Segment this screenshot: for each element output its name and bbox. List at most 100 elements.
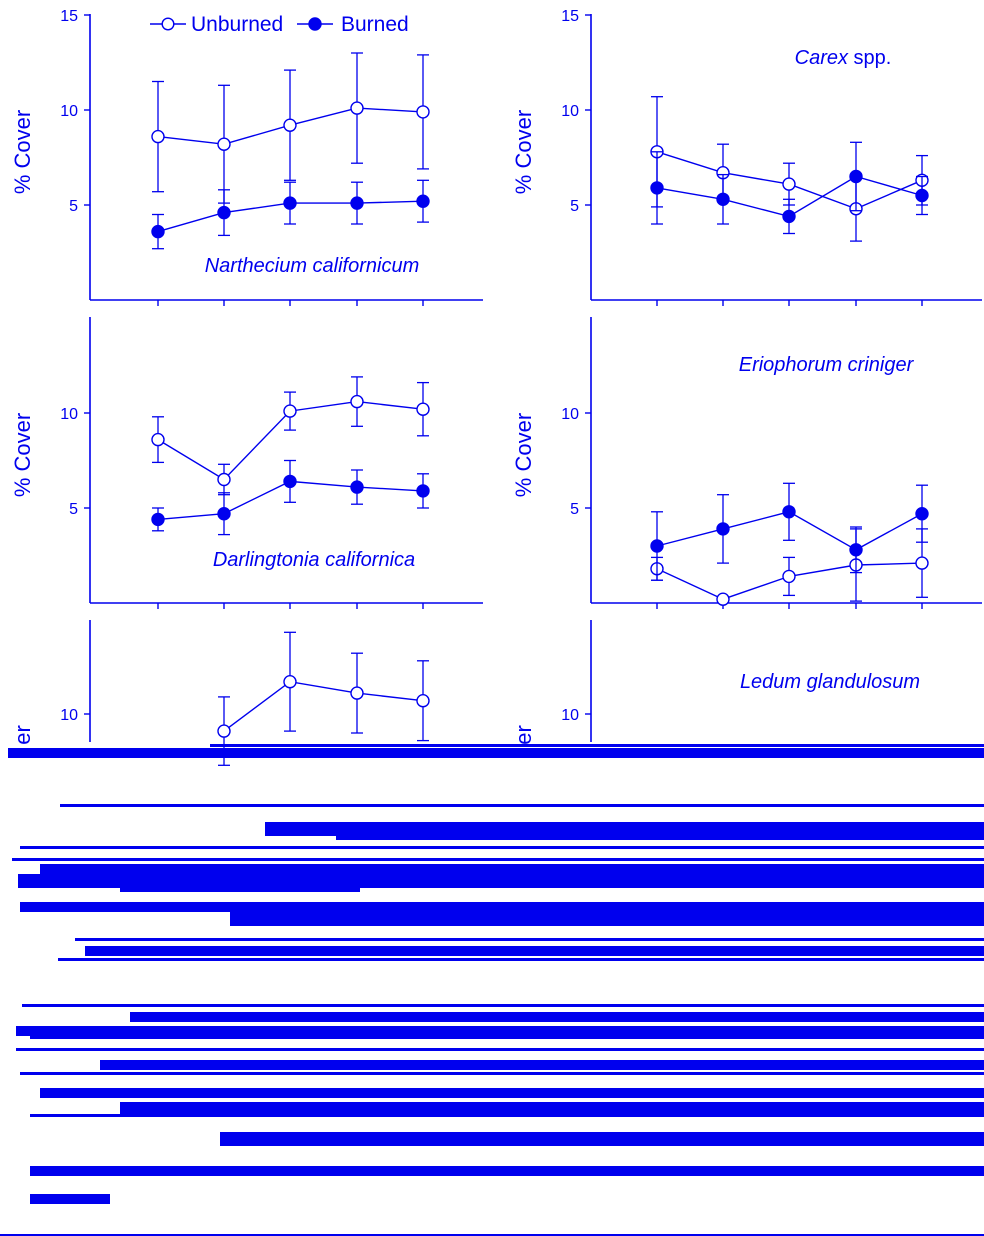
series-burned — [151, 179, 430, 250]
legend: Unburned Burned — [150, 13, 409, 36]
y-axis-label: er — [511, 725, 536, 745]
data-point-burned — [915, 507, 929, 521]
data-point-burned — [151, 512, 165, 527]
data-point-burned — [416, 484, 430, 498]
data-point-unburned — [350, 101, 364, 115]
glitch-stripe — [16, 1048, 984, 1051]
glitch-stripe — [100, 1060, 984, 1070]
data-point-unburned — [416, 402, 430, 416]
data-point-burned — [350, 480, 364, 494]
y-tick-label: 5 — [570, 198, 579, 215]
y-axis-label: % Cover — [10, 110, 35, 194]
data-point-burned — [151, 224, 165, 239]
data-point-unburned — [217, 472, 231, 487]
data-point-unburned — [217, 724, 231, 738]
glitch-stripe — [30, 1166, 984, 1176]
data-point-burned — [716, 522, 730, 536]
legend-unburned-marker — [161, 17, 175, 31]
data-point-burned — [217, 205, 231, 220]
data-point-burned — [716, 192, 730, 207]
series-unburned — [217, 631, 430, 766]
panel-title: Narthecium californicum — [205, 255, 420, 277]
data-point-burned — [849, 169, 863, 184]
data-point-unburned — [151, 432, 165, 447]
data-point-burned — [650, 539, 664, 553]
series-unburned — [650, 96, 929, 242]
series-burned — [151, 459, 430, 536]
panel-title-part: spp. — [848, 47, 891, 69]
data-point-burned — [782, 505, 796, 519]
glitch-stripe — [16, 1026, 984, 1036]
y-tick-label: 5 — [570, 501, 579, 518]
series-unburned — [151, 52, 430, 204]
y-tick-label: 10 — [60, 707, 78, 724]
y-tick-label: 5 — [69, 198, 78, 215]
panel-title: Eriophorum criniger — [739, 354, 915, 376]
series-line — [223, 680, 424, 732]
data-point-burned — [283, 196, 297, 210]
data-point-unburned — [782, 569, 796, 584]
glitch-stripe — [60, 804, 984, 807]
series-unburned — [151, 376, 430, 496]
panel-4: 5 10 % Cover Eriophorum criniger — [511, 317, 982, 609]
data-point-burned — [915, 188, 929, 203]
glitch-stripe — [120, 882, 360, 892]
data-point-unburned — [283, 404, 297, 418]
y-axis-label: % Cover — [511, 110, 536, 194]
data-point-unburned — [915, 556, 929, 570]
y-tick-label: 10 — [561, 406, 579, 423]
glitch-stripe — [220, 1132, 984, 1146]
data-point-unburned — [350, 394, 364, 409]
glitch-stripe — [130, 1012, 984, 1022]
data-point-burned — [849, 543, 863, 557]
data-point-unburned — [416, 105, 430, 119]
glitch-stripe — [20, 846, 984, 849]
panel-1: 5 10 15 % Cover Narthecium californicum — [10, 8, 483, 306]
y-tick-label: 10 — [561, 103, 579, 120]
y-tick-label: 15 — [60, 8, 78, 25]
glitch-stripe — [0, 1234, 984, 1236]
panel-6: 10 er Ledum glandulosum — [511, 620, 920, 745]
legend-unburned-label: Unburned — [191, 13, 283, 36]
data-point-unburned — [283, 118, 297, 132]
glitch-stripe — [20, 1072, 984, 1075]
panel-3: 5 10 % Cover Darlingtonia californica — [10, 317, 483, 609]
y-tick-label: 5 — [69, 501, 78, 518]
data-point-burned — [350, 196, 364, 210]
data-point-unburned — [782, 177, 796, 191]
panel-2: 5 10 15 % Cover Carex spp. — [511, 8, 982, 306]
data-point-burned — [217, 507, 231, 521]
glitch-stripe — [40, 1088, 984, 1098]
glitch-stripe — [75, 938, 984, 941]
y-axis-label: er — [10, 725, 35, 745]
glitch-stripe — [336, 826, 984, 840]
panel-title-part: Carex — [795, 47, 849, 69]
data-point-unburned — [350, 686, 364, 700]
y-axis-label: % Cover — [10, 413, 35, 497]
glitch-stripe — [22, 1004, 984, 1007]
data-point-burned — [782, 209, 796, 224]
glitch-stripe — [85, 946, 984, 956]
glitch-stripe — [30, 1114, 984, 1117]
panel-title: Ledum glandulosum — [740, 671, 920, 693]
glitch-stripe — [58, 958, 984, 961]
data-point-burned — [283, 474, 297, 489]
glitch-stripe — [30, 1194, 110, 1204]
glitch-stripe — [30, 1036, 984, 1039]
data-point-unburned — [716, 592, 730, 606]
legend-burned-label: Burned — [341, 13, 409, 36]
glitch-stripe — [12, 858, 984, 861]
y-tick-label: 10 — [60, 103, 78, 120]
data-point-burned — [650, 181, 664, 195]
data-point-unburned — [283, 675, 297, 689]
data-point-unburned — [217, 137, 231, 151]
panel-title: Carex spp. — [795, 47, 892, 69]
panel-5: 10 er — [10, 620, 430, 766]
y-tick-label: 15 — [561, 8, 579, 25]
glitch-stripe — [120, 1102, 984, 1116]
corrupted-image-region — [0, 742, 984, 1236]
y-axis-label: % Cover — [511, 413, 536, 497]
data-point-unburned — [416, 694, 430, 708]
glitch-stripe — [40, 864, 984, 874]
